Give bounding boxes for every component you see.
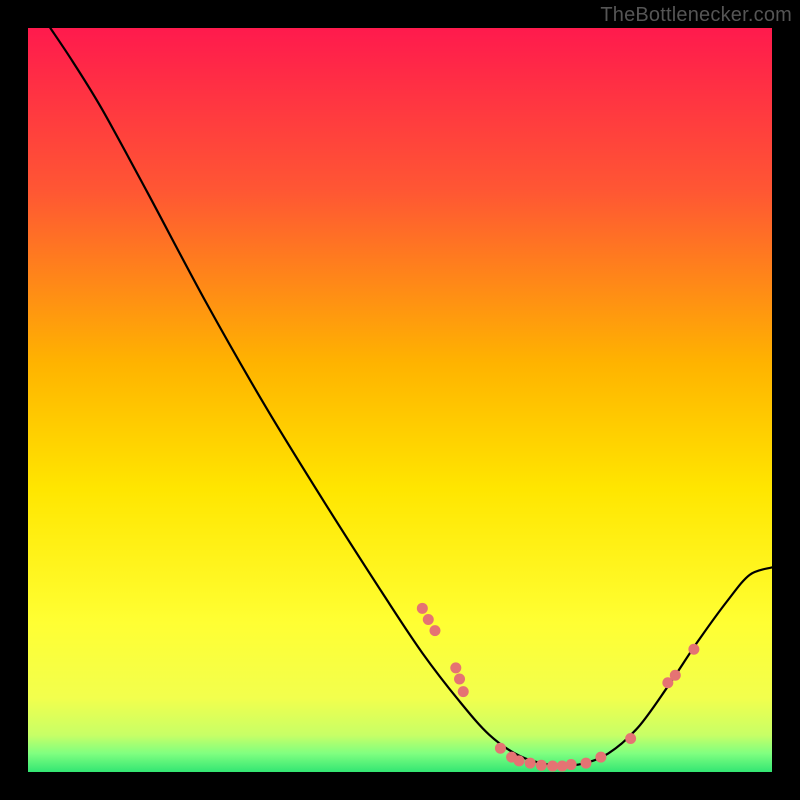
data-marker (450, 662, 461, 673)
data-marker (423, 614, 434, 625)
data-marker (525, 758, 536, 769)
data-marker (514, 755, 525, 766)
data-marker (417, 603, 428, 614)
chart-container: TheBottlenecker.com (0, 0, 800, 800)
gradient-background (28, 28, 772, 772)
data-marker (547, 761, 558, 772)
data-marker (670, 670, 681, 681)
data-marker (495, 743, 506, 754)
data-marker (625, 733, 636, 744)
data-marker (566, 759, 577, 770)
plot-area (28, 28, 772, 772)
data-marker (536, 760, 547, 771)
data-marker (454, 674, 465, 685)
data-marker (581, 758, 592, 769)
data-marker (458, 686, 469, 697)
chart-svg (28, 28, 772, 772)
watermark-label: TheBottlenecker.com (600, 4, 792, 27)
data-marker (595, 752, 606, 763)
data-marker (429, 625, 440, 636)
data-marker (688, 644, 699, 655)
